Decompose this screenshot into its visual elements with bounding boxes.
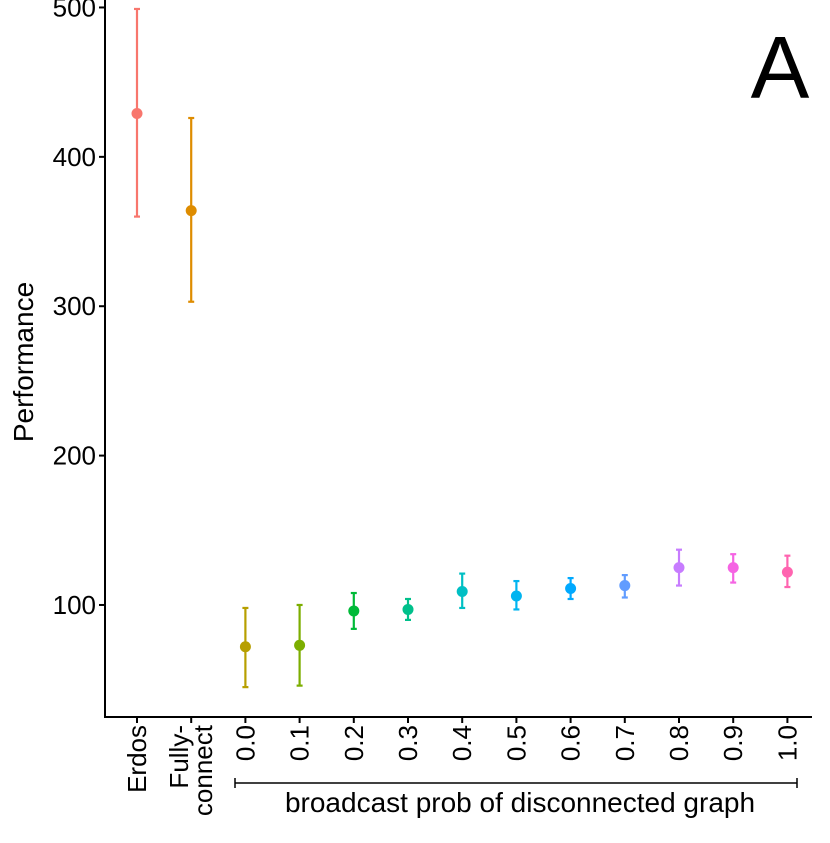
- data-point: [727, 562, 739, 574]
- x-tick-label: 0.3: [393, 725, 423, 761]
- x-tick-label: Fully-: [164, 725, 194, 789]
- y-tick-label: 300: [53, 291, 96, 321]
- x-tick-label: 0.0: [230, 725, 260, 761]
- data-point: [619, 580, 631, 592]
- data-point: [294, 639, 306, 651]
- x-tick-label: 0.7: [610, 725, 640, 761]
- x-axis-ticks: Erdos Fully-connect 0.0 0.1 0.2 0.3 0.4 0.5 0.6 0…: [122, 717, 802, 816]
- group-bracket: [234, 778, 798, 788]
- x-tick-label: 0.4: [447, 725, 477, 761]
- x-tick-label: 0.5: [501, 725, 531, 761]
- y-tick-label: 400: [53, 142, 96, 172]
- x-tick-label: 0.9: [718, 725, 748, 761]
- group-label: broadcast prob of disconnected graph: [285, 787, 755, 818]
- y-tick-label: 200: [53, 441, 96, 471]
- x-tick-label: 0.8: [664, 725, 694, 761]
- x-tick-label: 0.2: [339, 725, 369, 761]
- data-point: [185, 205, 197, 217]
- x-tick-label: 0.1: [285, 725, 315, 761]
- data-point: [348, 605, 360, 617]
- data-point: [673, 562, 685, 574]
- y-tick-label: 100: [53, 590, 96, 620]
- data-marks: [131, 7, 793, 689]
- x-tick-label: Erdos: [122, 725, 152, 793]
- data-point: [781, 566, 793, 578]
- data-point: [239, 641, 251, 653]
- y-axis-ticks: 100 200 300 400 500: [53, 0, 105, 620]
- data-point: [565, 583, 577, 595]
- y-tick-label: 500: [53, 0, 96, 22]
- data-point: [402, 603, 414, 615]
- data-point: [456, 586, 468, 598]
- x-tick-label: 1.0: [772, 725, 802, 761]
- data-point: [131, 108, 143, 120]
- y-axis-title: Performance: [8, 282, 39, 442]
- x-tick-label: connect: [188, 724, 218, 816]
- x-tick-label: 0.6: [556, 725, 586, 761]
- panel-label: A: [751, 18, 810, 117]
- data-point: [510, 590, 522, 602]
